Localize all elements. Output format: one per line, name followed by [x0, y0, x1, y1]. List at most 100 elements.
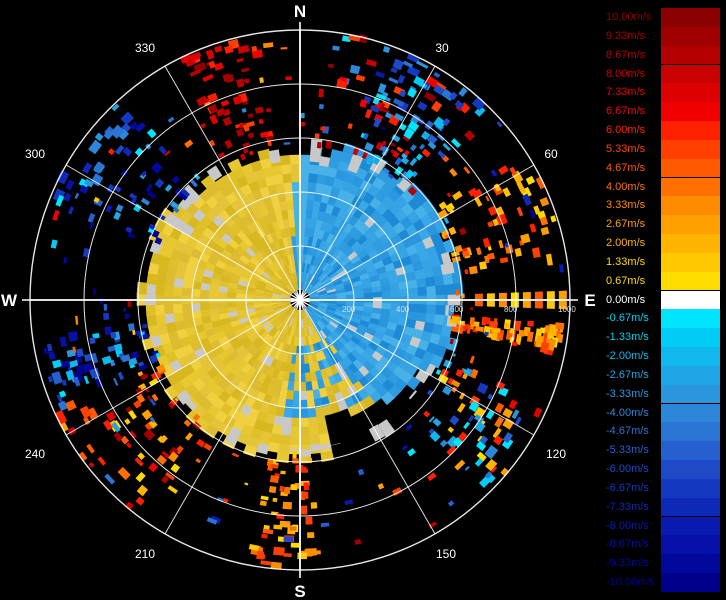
- echo-cell: [272, 292, 282, 297]
- echo-cell: [283, 305, 293, 312]
- echo-cell: [209, 313, 221, 323]
- echo-cell: [484, 331, 489, 336]
- echo-cell: [254, 308, 265, 315]
- echo-cell: [495, 381, 506, 390]
- echo-cell: [370, 280, 382, 288]
- echo-cell: [359, 99, 368, 108]
- echo-cell: [426, 245, 439, 259]
- echo-cell: [161, 244, 175, 258]
- echo-cell: [282, 324, 289, 335]
- echo-cell: [270, 561, 282, 570]
- echo-cell: [314, 370, 323, 381]
- echo-cell: [328, 214, 338, 226]
- echo-cell: [414, 269, 426, 281]
- echo-cell: [371, 350, 384, 363]
- echo-cell: [280, 295, 291, 299]
- echo-cell: [324, 281, 334, 288]
- echo-cell: [430, 232, 444, 247]
- echo-cell: [308, 291, 319, 297]
- echo-cell: [380, 308, 391, 317]
- echo-cell: [279, 200, 288, 211]
- echo-cell: [164, 184, 173, 192]
- echo-cell: [406, 65, 421, 78]
- echo-cell: [291, 327, 297, 338]
- echo-cell: [206, 255, 219, 266]
- echo-cell: [433, 84, 445, 96]
- echo-cell: [251, 358, 262, 370]
- echo-cell: [241, 107, 247, 113]
- echo-cell: [237, 44, 250, 54]
- echo-cell: [423, 91, 437, 103]
- echo-cell: [158, 145, 168, 155]
- echo-cell: [52, 359, 62, 369]
- echo-cell: [141, 409, 153, 421]
- echo-cell: [437, 373, 449, 384]
- echo-cell: [285, 285, 294, 294]
- echo-cell: [455, 289, 460, 296]
- echo-cell: [277, 322, 286, 332]
- echo-cell: [333, 279, 344, 287]
- echo-cell: [392, 58, 405, 70]
- colorbar-entry: 6.67m/s: [604, 102, 722, 121]
- echo-cell: [183, 318, 195, 329]
- echo-cell: [352, 358, 364, 371]
- echo-cell: [133, 203, 142, 213]
- echo-cell: [399, 303, 410, 313]
- echo-cell: [503, 322, 510, 329]
- echo-cell: [272, 305, 283, 311]
- echo-cell: [311, 209, 320, 220]
- echo-cell: [155, 352, 161, 358]
- echo-cell: [242, 142, 250, 148]
- echo-cell: [286, 316, 293, 326]
- echo-cell: [265, 324, 275, 334]
- echo-cell: [325, 324, 335, 334]
- echo-cell: [171, 175, 180, 184]
- echo-cell: [156, 454, 168, 466]
- echo-cell: [282, 265, 289, 276]
- echo-cell: [280, 313, 288, 322]
- echo-cell: [264, 175, 277, 187]
- echo-cell: [275, 182, 286, 194]
- colorbar-swatch: [661, 83, 720, 103]
- echo-cell: [273, 287, 283, 293]
- echo-cell: [320, 126, 326, 131]
- echo-cell: [267, 313, 277, 321]
- echo-cell: [242, 352, 254, 364]
- echo-cell: [202, 321, 214, 332]
- echo-cell: [217, 307, 229, 315]
- echo-cell: [535, 176, 546, 190]
- echo-cell: [345, 294, 356, 299]
- colorbar-label: -3.33m/s: [606, 387, 649, 400]
- echo-cell: [318, 350, 327, 361]
- echo-cell: [107, 345, 116, 353]
- colorbar-swatch: [661, 554, 720, 573]
- echo-cell: [363, 292, 374, 299]
- echo-cell: [340, 346, 351, 357]
- echo-cell: [485, 195, 490, 202]
- echo-cell: [292, 199, 301, 210]
- echo-cell: [246, 282, 257, 289]
- echo-cell: [239, 153, 246, 161]
- echo-cell: [296, 336, 300, 347]
- echo-cell: [280, 209, 290, 220]
- echo-cell: [316, 269, 325, 279]
- echo-cell: [327, 268, 337, 278]
- echo-cell: [314, 311, 323, 320]
- echo-cell: [466, 325, 472, 334]
- echo-cell: [165, 472, 175, 481]
- echo-cell: [490, 327, 501, 334]
- echo-cell: [372, 302, 383, 310]
- echo-cell: [182, 310, 193, 321]
- echo-cell: [448, 226, 457, 236]
- echo-cell: [272, 289, 283, 295]
- echo-cell: [502, 417, 515, 430]
- compass-east-label: E: [584, 291, 595, 310]
- echo-cell: [266, 404, 278, 416]
- colorbar-swatch: [661, 139, 720, 159]
- echo-cell: [332, 276, 342, 285]
- echo-cell: [549, 324, 558, 337]
- echo-cell: [273, 173, 285, 185]
- colorbar-entry: -1.33m/s: [604, 328, 722, 347]
- echo-cell: [52, 209, 60, 221]
- echo-cell: [83, 416, 91, 426]
